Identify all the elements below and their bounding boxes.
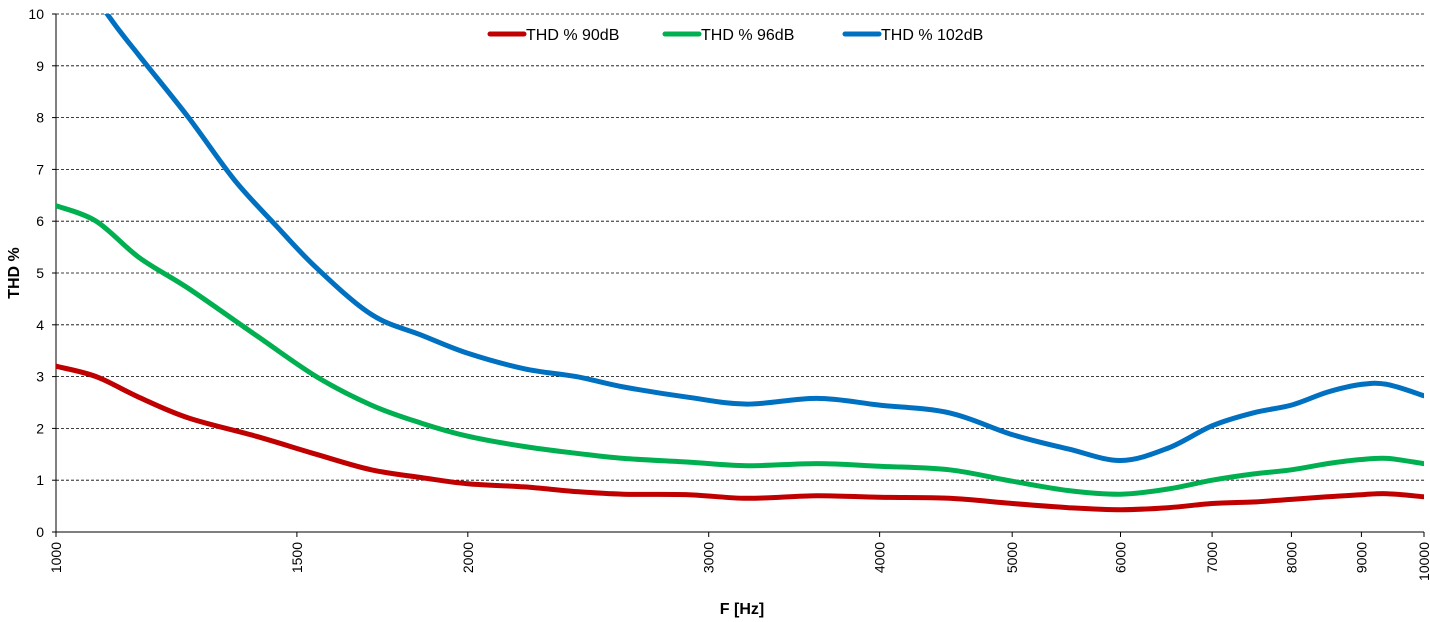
x-tick-label: 10000 [1416,542,1430,581]
x-tick-label: 1000 [48,542,64,573]
y-tick-label: 2 [36,420,44,436]
series-line-1 [56,363,1424,513]
y-tick-label: 10 [28,6,44,22]
series-line-2 [56,203,1424,497]
x-axis-title: F [Hz] [720,601,764,618]
y-tick-label: 0 [36,524,44,540]
y-tick-label: 3 [36,369,44,385]
x-tick-label: 5000 [1004,542,1020,573]
y-tick-label: 4 [36,317,44,333]
y-tick-label: 5 [36,265,44,281]
series-line-3 [104,14,1424,464]
y-tick-label: 6 [36,213,44,229]
x-tick-label: 6000 [1113,542,1129,573]
x-tick-label: 9000 [1353,542,1369,573]
x-tick-label: 8000 [1283,542,1299,573]
legend-label: THD % 102dB [881,27,983,44]
legend-label: THD % 90dB [526,27,619,44]
y-tick-label: 7 [36,161,44,177]
tick-labels: 0 1 2 3 4 5 6 7 8 9 10 1000 1500 2000 3000 4000 5000 6000… [28,6,1430,581]
legend-item-3: THD % 102dB [842,27,983,44]
y-axis-title: THD % [6,247,23,299]
y-tick-label: 1 [36,472,44,488]
y-tick-label: 9 [36,58,44,74]
series-lines [56,14,1424,513]
legend-item-1: THD % 90dB [487,27,619,44]
x-tick-label: 4000 [872,542,888,573]
y-tick-label: 8 [36,110,44,126]
gridlines [56,13,1424,481]
x-tick-label: 2000 [460,542,476,573]
x-tick-label: 7000 [1204,542,1220,573]
legend-item-2: THD % 96dB [662,27,794,44]
legend: THD % 90dB THD % 96dB THD % 102dB [487,27,983,44]
legend-label: THD % 96dB [701,27,794,44]
x-tick-label: 3000 [701,542,717,573]
axes [52,13,1425,537]
x-tick-label: 1500 [289,542,305,573]
